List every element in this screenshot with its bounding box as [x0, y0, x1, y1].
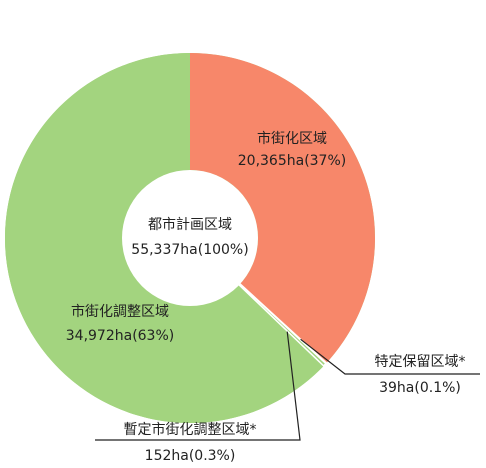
- center-hole: [122, 170, 258, 306]
- leader-line: [95, 331, 301, 441]
- center-label: 都市計画区域: [148, 216, 232, 233]
- segment-label: 市街化調整区域: [71, 303, 169, 320]
- sub-segment: [238, 283, 327, 367]
- segment-label: 市街化区域: [257, 130, 327, 147]
- center-value: 55,337ha(100%): [131, 242, 248, 258]
- segment-value: 34,972ha(63%): [66, 328, 174, 344]
- segment: [5, 53, 327, 424]
- segment-value: 20,365ha(37%): [238, 153, 346, 169]
- segment-value: 152ha(0.3%): [145, 448, 236, 464]
- leader-line: [300, 338, 480, 375]
- segment-label: 暫定市街化調整区域*: [124, 421, 257, 438]
- segment: [190, 53, 375, 363]
- segment-label: 特定保留区域*: [375, 354, 466, 370]
- segment-value: 39ha(0.1%): [379, 380, 461, 396]
